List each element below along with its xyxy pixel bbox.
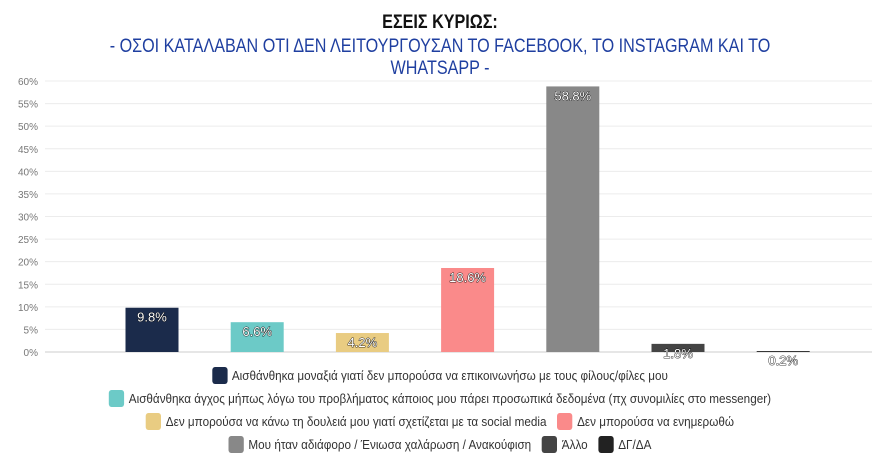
legend-swatch <box>212 367 228 384</box>
legend-swatch <box>108 390 125 407</box>
legend-item: Αισθάνθηκα άγχος μήπως λόγω του προβλήμα… <box>108 390 771 407</box>
bar <box>651 343 705 352</box>
y-tick-label: 30% <box>18 213 38 224</box>
legend-item: Δεν μπορούσα να κάνω τη δουλειά μου γιατ… <box>145 413 546 430</box>
data-label: 58.8% <box>554 88 591 103</box>
legend-swatch <box>145 413 162 430</box>
legend-row: Μου ήταν αδιάφορο / Ένιωσα χαλάρωση / Αν… <box>44 433 836 456</box>
legend-row: Δεν μπορούσα να κάνω τη δουλειά μου γιατ… <box>44 410 836 433</box>
y-tick-label: 60% <box>18 77 38 88</box>
data-label: 4.2% <box>348 335 378 350</box>
legend-swatch <box>228 436 244 453</box>
bar <box>441 267 495 352</box>
y-tick-label: 50% <box>18 122 38 133</box>
y-tick-label: 55% <box>18 100 38 111</box>
bar <box>546 86 600 353</box>
legend-item: Άλλο <box>541 436 588 453</box>
legend-swatch <box>598 436 614 453</box>
chart-title: ΕΣΕΙΣ ΚΥΡΙΩΣ: <box>382 12 498 33</box>
legend-item: ΔΓ/ΔΑ <box>598 436 651 453</box>
chart-subtitle: - ΟΣΟΙ ΚΑΤΑΛΑΒΑΝ ΟΤΙ ΔΕΝ ΛΕΙΤΟΥΡΓΟΥΣΑΝ Τ… <box>109 36 771 79</box>
y-tick-label: 5% <box>24 325 39 336</box>
y-tick-label: 40% <box>18 167 38 178</box>
bar <box>335 333 389 352</box>
data-label: 0.2% <box>768 353 798 368</box>
legend-item: Μου ήταν αδιάφορο / Ένιωσα χαλάρωση / Αν… <box>228 436 532 453</box>
legend-item: Αισθάνθηκα μοναξιά γιατί δεν μπορούσα να… <box>212 367 668 384</box>
legend-swatch <box>557 413 573 430</box>
bar <box>125 307 179 352</box>
y-tick-label: 25% <box>18 235 38 246</box>
y-tick-label: 35% <box>18 190 38 201</box>
bar <box>756 351 810 352</box>
legend-item: Δεν μπορούσα να ενημερωθώ <box>557 413 734 430</box>
legend-swatch <box>541 436 558 453</box>
data-label: 6.6% <box>242 324 272 339</box>
data-label: 9.8% <box>137 310 167 325</box>
bar <box>230 322 284 352</box>
y-tick-label: 0% <box>24 348 39 359</box>
data-label: 18.6% <box>449 270 486 285</box>
y-tick-label: 10% <box>18 303 38 314</box>
y-tick-label: 15% <box>18 280 38 291</box>
legend-row: Αισθάνθηκα μοναξιά γιατί δεν μπορούσα να… <box>44 364 836 387</box>
data-label: 1.8% <box>663 346 693 361</box>
legend: Αισθάνθηκα μοναξιά γιατί δεν μπορούσα να… <box>0 364 880 456</box>
y-tick-label: 20% <box>18 258 38 269</box>
y-tick-label: 45% <box>18 145 38 156</box>
legend-row: Αισθάνθηκα άγχος μήπως λόγω του προβλήμα… <box>44 387 836 410</box>
